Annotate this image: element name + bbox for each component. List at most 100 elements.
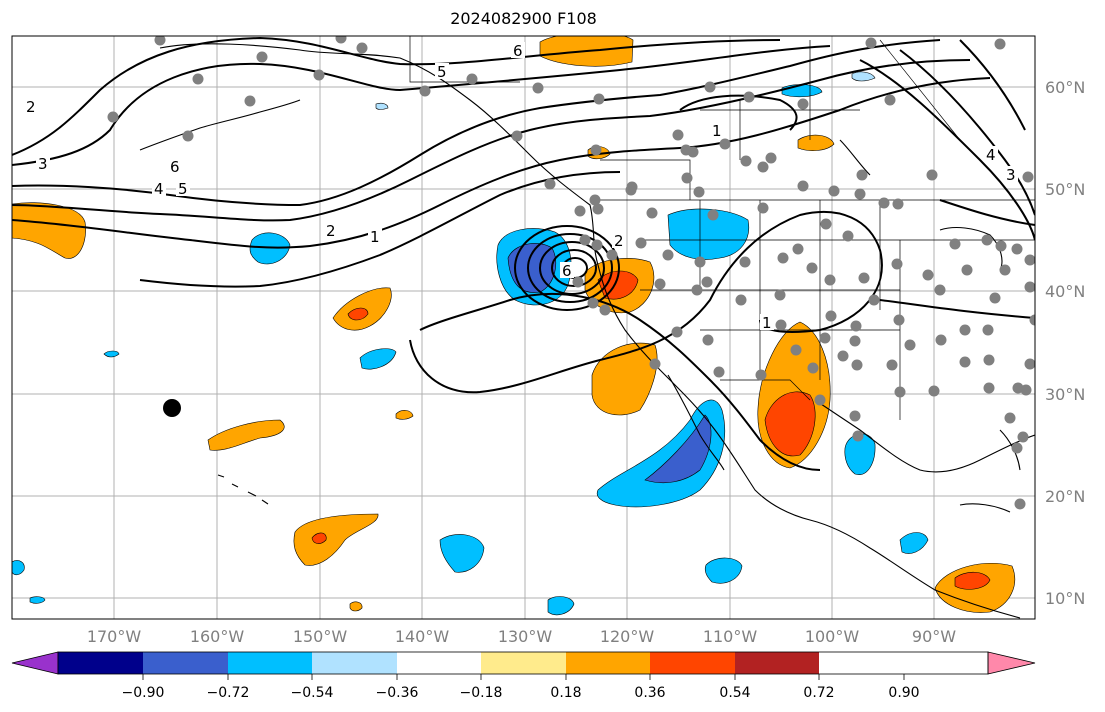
station-marker — [579, 234, 591, 246]
map-frame — [11, 35, 1036, 620]
negative-anomaly-area — [596, 399, 726, 508]
station-marker — [828, 185, 840, 197]
station-marker — [757, 161, 769, 173]
svg-text:6: 6 — [513, 42, 523, 60]
station-marker — [983, 382, 995, 394]
station-marker — [244, 95, 256, 107]
station-marker — [707, 209, 719, 221]
station-marker — [849, 410, 861, 422]
contour-label: 5 — [435, 63, 449, 81]
station-marker — [356, 42, 368, 54]
station-marker — [107, 111, 119, 123]
station-marker — [922, 269, 934, 281]
station-marker — [701, 276, 713, 288]
station-marker — [743, 91, 755, 103]
strong-negative-anomaly-area — [644, 414, 712, 483]
map-background — [12, 36, 1035, 619]
station-markers — [107, 36, 1035, 510]
station-marker — [894, 386, 906, 398]
coastlines — [139, 43, 1035, 619]
contour-label: 6 — [168, 158, 182, 176]
contour-label: 2 — [24, 98, 38, 116]
weak-negative-anomaly-area — [851, 71, 876, 82]
station-marker — [154, 36, 166, 46]
lon-label: 130°W — [498, 627, 553, 646]
station-marker — [961, 264, 973, 276]
negative-anomaly-area — [899, 532, 929, 554]
station-marker — [892, 198, 904, 210]
strong-positive-anomaly-area — [954, 571, 991, 590]
station-marker — [719, 138, 731, 150]
weak-negative-anomaly-area — [375, 102, 389, 110]
colorbar-tick-label: 0.72 — [803, 685, 834, 701]
lat-label: 60°N — [1045, 78, 1085, 97]
station-marker — [574, 205, 586, 217]
station-marker — [1004, 412, 1016, 424]
station-marker — [591, 239, 603, 251]
station-marker — [702, 334, 714, 346]
station-marker — [886, 359, 898, 371]
station-marker — [694, 256, 706, 268]
station-marker — [1024, 281, 1035, 293]
station-marker — [959, 356, 971, 368]
station-marker — [693, 186, 705, 198]
station-marker — [926, 169, 938, 181]
station-marker — [949, 238, 961, 250]
station-marker — [850, 320, 862, 332]
negative-anomaly-area — [359, 348, 397, 370]
station-marker — [192, 73, 204, 85]
anomaly-fills — [12, 36, 1016, 616]
station-marker — [868, 294, 880, 306]
svg-text:5: 5 — [178, 180, 188, 198]
station-marker — [774, 289, 786, 301]
station-marker — [654, 278, 666, 290]
positive-anomaly-area — [293, 513, 379, 566]
station-marker — [825, 310, 837, 322]
station-marker — [593, 93, 605, 105]
contour-lines — [12, 36, 1035, 471]
station-marker — [672, 129, 684, 141]
station-marker — [662, 249, 674, 261]
contour-label: 2 — [324, 222, 338, 240]
station-marker — [904, 339, 916, 351]
station-marker — [681, 172, 693, 184]
lat-label: 50°N — [1045, 180, 1085, 199]
gridlines — [12, 36, 1035, 619]
lon-label: 150°W — [293, 627, 348, 646]
lat-label: 20°N — [1045, 487, 1085, 506]
colorbar-tick-label: −0.18 — [460, 685, 503, 701]
station-marker — [1017, 431, 1029, 443]
svg-text:3: 3 — [1006, 166, 1016, 184]
station-marker — [807, 362, 819, 374]
station-marker — [739, 256, 751, 268]
contour-label: 4 — [152, 180, 166, 198]
station-marker — [891, 258, 903, 270]
station-marker — [590, 144, 602, 156]
station-marker — [572, 276, 584, 288]
contour-label: 2 — [612, 232, 626, 250]
colorbar-segment — [312, 652, 397, 674]
station-marker — [928, 385, 940, 397]
station-marker — [735, 294, 747, 306]
colorbar-ticks: −0.90 −0.72 −0.54 −0.36 −0.18 0.18 0.36 0.54 0.7… — [122, 674, 920, 701]
map-title: 2024082900 F108 — [450, 9, 597, 28]
contour-label: 6 — [511, 42, 525, 60]
station-marker — [511, 130, 523, 142]
negative-anomaly-area — [439, 534, 485, 573]
colorbar-segment — [481, 652, 566, 674]
colorbar-segment — [58, 652, 143, 674]
station-marker — [755, 369, 767, 381]
svg-text:6: 6 — [170, 158, 180, 176]
station-marker — [1011, 243, 1023, 255]
station-marker — [466, 73, 478, 85]
station-marker — [704, 81, 716, 93]
lon-label: 160°W — [190, 627, 245, 646]
colorbar-tick-label: −0.36 — [376, 685, 419, 701]
svg-text:6: 6 — [562, 262, 572, 280]
station-marker — [842, 230, 854, 242]
svg-text:5: 5 — [437, 63, 447, 81]
colorbar-tick-label: 0.54 — [719, 685, 750, 701]
station-marker — [589, 194, 601, 206]
colorbar-left-extension — [11, 651, 59, 675]
